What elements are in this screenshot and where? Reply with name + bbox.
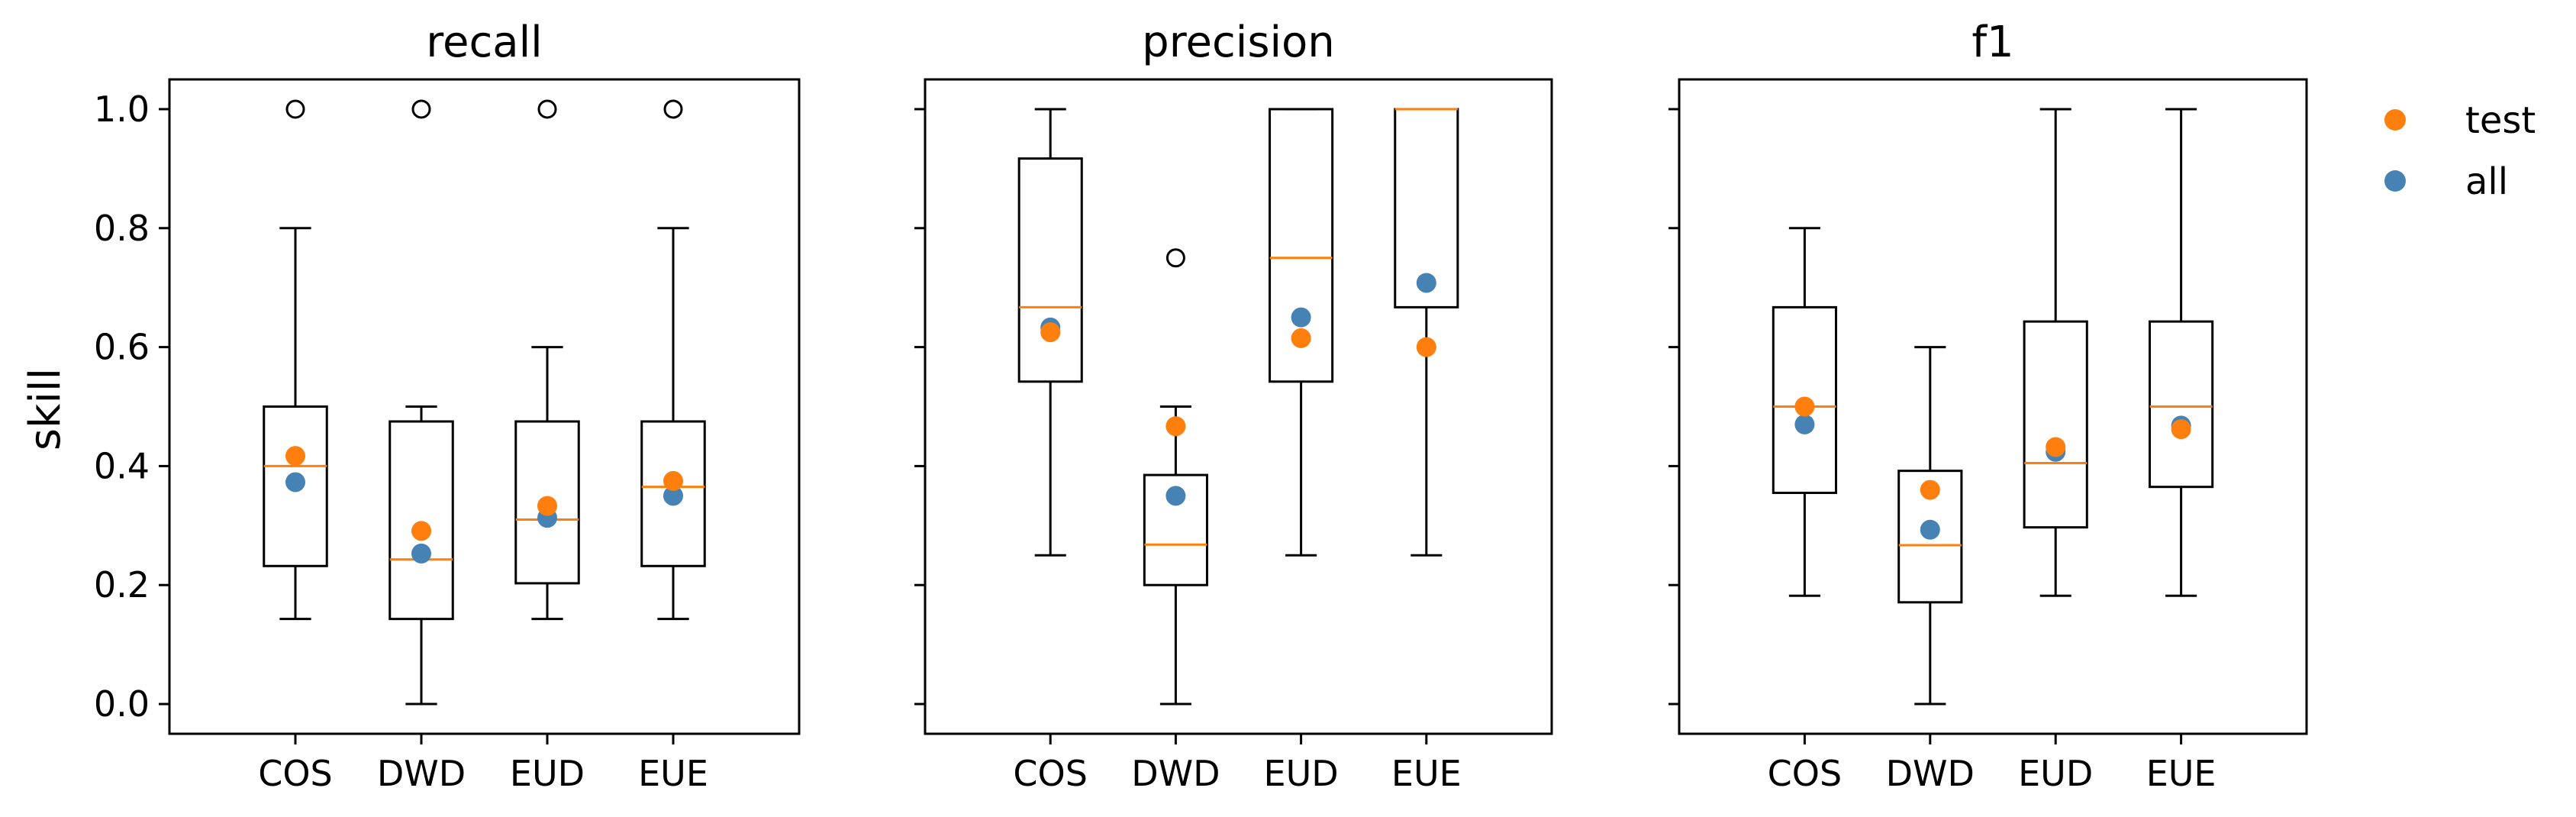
y-tick-label: 0.4: [94, 445, 150, 486]
y-axis-label: skill: [21, 368, 70, 450]
box-iqr: [514, 420, 580, 585]
all-point: [663, 486, 683, 506]
box-EUD: [1269, 108, 1334, 557]
outlier-point: [663, 99, 683, 119]
x-tick-label: DWD: [377, 753, 466, 794]
y-tick-label: 0.0: [94, 683, 150, 725]
all-point: [1165, 486, 1186, 506]
all-point: [1416, 273, 1436, 293]
y-tick-label: 1.0: [94, 89, 150, 130]
test-point: [411, 521, 431, 541]
x-tick-label: EUD: [2018, 753, 2093, 794]
legend-marker-all: [2384, 170, 2406, 192]
x-tick-label: EUD: [1264, 753, 1339, 794]
x-tick-label: COS: [1013, 753, 1088, 794]
outlier-point: [411, 99, 431, 119]
test-point: [537, 496, 557, 516]
y-tick-label: 0.2: [94, 564, 150, 605]
test-point: [1920, 480, 1940, 500]
outlier-point: [537, 99, 557, 119]
all-point: [1794, 414, 1815, 434]
box-iqr: [2023, 320, 2088, 529]
x-tick-label: EUE: [638, 753, 708, 794]
box-iqr: [1143, 473, 1208, 586]
box-DWD: [388, 99, 454, 706]
x-tick-label: EUE: [2146, 753, 2217, 794]
x-tick-label: COS: [1768, 753, 1843, 794]
legend-marker-test: [2384, 109, 2406, 131]
legend: test all: [2384, 99, 2536, 203]
box-EUD: [2023, 108, 2088, 597]
test-point: [1165, 416, 1186, 437]
x-tick-label: COS: [258, 753, 333, 794]
box-EUD: [514, 99, 580, 621]
panel-title: recall: [426, 18, 542, 67]
box-DWD: [1897, 346, 1963, 706]
box-iqr: [263, 405, 328, 567]
all-point: [285, 472, 305, 492]
x-tick-label: EUE: [1391, 753, 1462, 794]
box-EUE: [1394, 108, 1459, 557]
y-tick-label: 0.8: [94, 208, 150, 249]
legend-label-all: all: [2465, 160, 2508, 203]
panel-title: f1: [1971, 18, 2013, 67]
test-point: [1291, 328, 1311, 348]
all-point: [411, 543, 431, 564]
box-EUE: [2149, 108, 2214, 597]
box-iqr: [1772, 305, 1838, 494]
plot-frame: [168, 78, 801, 735]
test-point: [285, 446, 305, 467]
x-tick-label: EUD: [510, 753, 585, 794]
panel-recall: recall 0.0 0.2 0.4 0.6 0.8 1.0 COS DWD EUD EUE: [94, 18, 801, 794]
box-iqr: [1269, 108, 1334, 383]
box-EUE: [640, 99, 706, 621]
box-iqr: [1897, 470, 1963, 604]
panel-f1: f1 COS DWD EUD EUE: [1668, 18, 2308, 794]
test-point: [1416, 337, 1436, 357]
outlier-point: [1165, 248, 1185, 268]
all-point: [1291, 307, 1311, 328]
outlier-point: [285, 99, 305, 119]
box-DWD: [1143, 248, 1208, 706]
legend-label-test: test: [2465, 99, 2536, 142]
y-tick-label: 0.6: [94, 327, 150, 368]
box-COS: [1772, 227, 1838, 597]
test-point: [2046, 437, 2066, 457]
x-tick-label: DWD: [1131, 753, 1220, 794]
x-tick-label: DWD: [1886, 753, 1975, 794]
test-point: [1794, 396, 1815, 417]
box-iqr: [2149, 320, 2214, 489]
box-COS: [1017, 108, 1083, 557]
test-point: [1040, 322, 1061, 343]
plot-frame: [1678, 78, 2308, 735]
all-point: [1920, 519, 1940, 540]
box-COS: [263, 99, 328, 621]
plot-frame: [924, 78, 1553, 735]
test-point: [663, 470, 683, 491]
box-iqr: [640, 420, 706, 567]
panel-title: precision: [1142, 18, 1335, 67]
box-iqr: [1017, 157, 1083, 383]
test-point: [2171, 419, 2191, 440]
box-iqr: [388, 420, 454, 621]
panel-precision: precision COS DWD EUD EUE: [914, 18, 1553, 794]
